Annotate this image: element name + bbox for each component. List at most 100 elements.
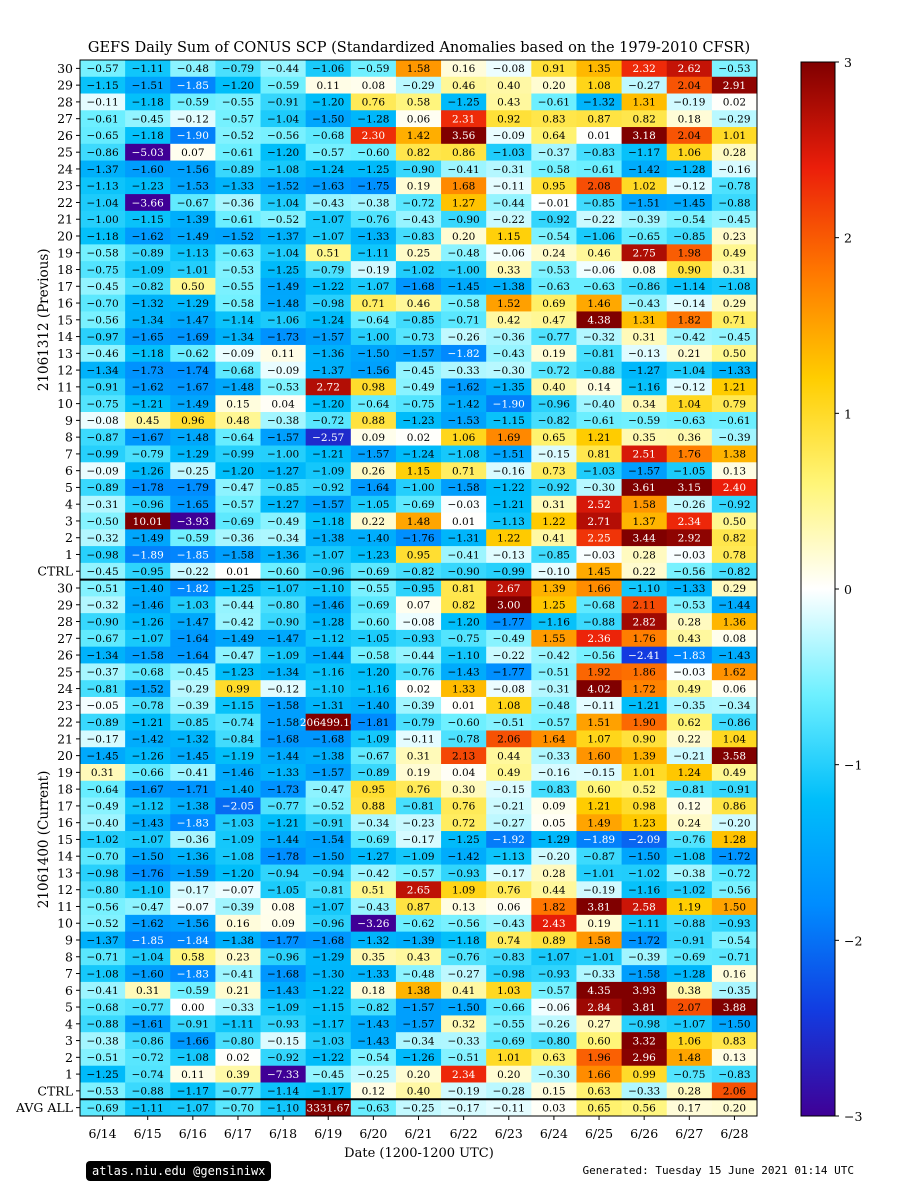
cell-value-label: −1.09 — [357, 734, 389, 746]
cell-value-label: −1.58 — [267, 717, 299, 729]
cell-value-label: −1.45 — [86, 750, 118, 762]
cell-value-label: −0.59 — [267, 80, 299, 92]
heatmap-cell — [125, 445, 171, 463]
heatmap-cell — [215, 110, 261, 128]
cell-value-label: 0.76 — [452, 801, 476, 813]
cell-value-label: −1.03 — [312, 1035, 344, 1047]
cell-value-label: 0.19 — [407, 767, 430, 779]
date-label: 6/14 — [89, 1126, 117, 1141]
cell-value-label: −1.79 — [177, 482, 209, 494]
cell-value-label: 0.58 — [181, 952, 204, 964]
heatmap-cell — [486, 93, 532, 111]
cell-value-label: −0.17 — [402, 834, 434, 846]
cell-value-label: −1.49 — [267, 281, 299, 293]
cell-value-label: −1.07 — [312, 231, 344, 243]
heatmap-cell — [395, 143, 442, 161]
cell-value-label: −0.92 — [538, 214, 570, 226]
cell-value-label: 1.92 — [587, 667, 610, 679]
cell-value-label: −0.91 — [718, 784, 750, 796]
heatmap-cell — [215, 579, 261, 597]
cell-value-label: 0.02 — [407, 683, 430, 695]
heatmap-cell — [666, 294, 713, 312]
cell-value-label: −1.37 — [86, 164, 118, 176]
cell-value-label: −1.50 — [628, 851, 660, 863]
row-label: 2 — [65, 530, 73, 545]
cell-value-label: −1.04 — [267, 113, 299, 125]
heatmap-cell — [125, 227, 171, 245]
cell-value-label: −1.02 — [402, 264, 434, 276]
heatmap-cell — [170, 562, 216, 581]
cell-value-label: −1.02 — [86, 834, 118, 846]
heatmap-cell — [531, 60, 577, 78]
cell-value-label: −1.52 — [132, 683, 164, 695]
cell-value-label: −0.55 — [222, 281, 254, 293]
cell-value-label: 1.46 — [587, 298, 611, 310]
heatmap-cell — [666, 596, 713, 614]
cell-value-label: −1.09 — [402, 851, 434, 863]
cell-value-label: −0.79 — [222, 63, 254, 75]
cell-value-label: 0.91 — [542, 63, 565, 75]
row-label: 11 — [57, 899, 73, 914]
cell-value-label: 0.32 — [452, 1019, 475, 1031]
cell-value-label: −0.76 — [448, 952, 480, 964]
heatmap-cell — [531, 579, 577, 597]
cell-value-label: −0.84 — [222, 734, 254, 746]
cell-value-label: −1.42 — [132, 734, 164, 746]
cell-value-label: 2.04 — [678, 80, 702, 92]
heatmap-cell — [125, 663, 171, 681]
heatmap-cell — [260, 479, 307, 497]
heatmap-cell — [711, 546, 758, 564]
cell-value-label: −1.08 — [222, 851, 254, 863]
cell-value-label: −1.07 — [132, 633, 164, 645]
cell-value-label: −0.81 — [86, 683, 118, 695]
cell-value-label: −1.34 — [222, 331, 254, 343]
cell-value-label: 0.99 — [226, 683, 249, 695]
cell-value-label: 2.65 — [407, 885, 430, 897]
cell-value-label: −0.20 — [538, 851, 570, 863]
cell-value-label: −1.48 — [177, 432, 209, 444]
cell-value-label: −0.85 — [583, 197, 615, 209]
heatmap-cell — [170, 244, 216, 262]
heatmap-cell — [350, 93, 397, 111]
cell-value-label: −0.68 — [222, 365, 254, 377]
cell-value-label: −1.39 — [177, 214, 209, 226]
cell-value-label: −1.49 — [177, 398, 209, 410]
heatmap-cell — [621, 512, 668, 530]
cell-value-label: −0.44 — [402, 650, 434, 662]
cell-value-label: −1.89 — [132, 549, 164, 561]
cell-value-label: −1.58 — [267, 700, 299, 712]
heatmap-cell — [305, 646, 352, 664]
cell-value-label: 2.58 — [632, 901, 655, 913]
heatmap-cell — [666, 378, 713, 396]
cell-value-label: −0.97 — [86, 331, 118, 343]
cell-value-label: 2.31 — [452, 113, 475, 125]
heatmap-cell — [350, 663, 397, 681]
cell-value-label: −0.67 — [177, 197, 209, 209]
cell-value-label: 0.51 — [317, 248, 340, 260]
cell-value-label: −1.68 — [402, 281, 434, 293]
row-label: 9 — [65, 413, 73, 428]
heatmap-cell — [711, 629, 758, 648]
heatmap-cell — [125, 60, 171, 78]
cell-value-label: −0.72 — [718, 868, 750, 880]
cell-value-label: −0.93 — [267, 1019, 299, 1031]
heatmap-cell — [260, 160, 307, 178]
cell-value-label: −1.50 — [312, 851, 344, 863]
cell-value-label: −0.69 — [402, 499, 434, 511]
cell-value-label: −0.12 — [267, 683, 299, 695]
heatmap-cell — [215, 227, 261, 245]
cell-value-label: −1.20 — [357, 667, 389, 679]
cell-value-label: −0.45 — [402, 365, 434, 377]
cell-value-label: −0.36 — [222, 197, 254, 209]
cell-value-label: 0.96 — [181, 415, 205, 427]
cell-value-label: −0.52 — [222, 130, 254, 142]
cell-value-label: −1.32 — [583, 97, 615, 109]
cell-value-label: 1.39 — [632, 750, 655, 762]
heatmap-cell — [395, 512, 442, 530]
cell-value-label: −0.92 — [312, 482, 344, 494]
cell-value-label: −0.78 — [448, 734, 480, 746]
cell-value-label: −0.08 — [493, 63, 525, 75]
cell-value-label: −1.08 — [673, 851, 705, 863]
cell-value-label: −0.60 — [357, 147, 389, 159]
row-label: CTRL — [37, 564, 73, 579]
